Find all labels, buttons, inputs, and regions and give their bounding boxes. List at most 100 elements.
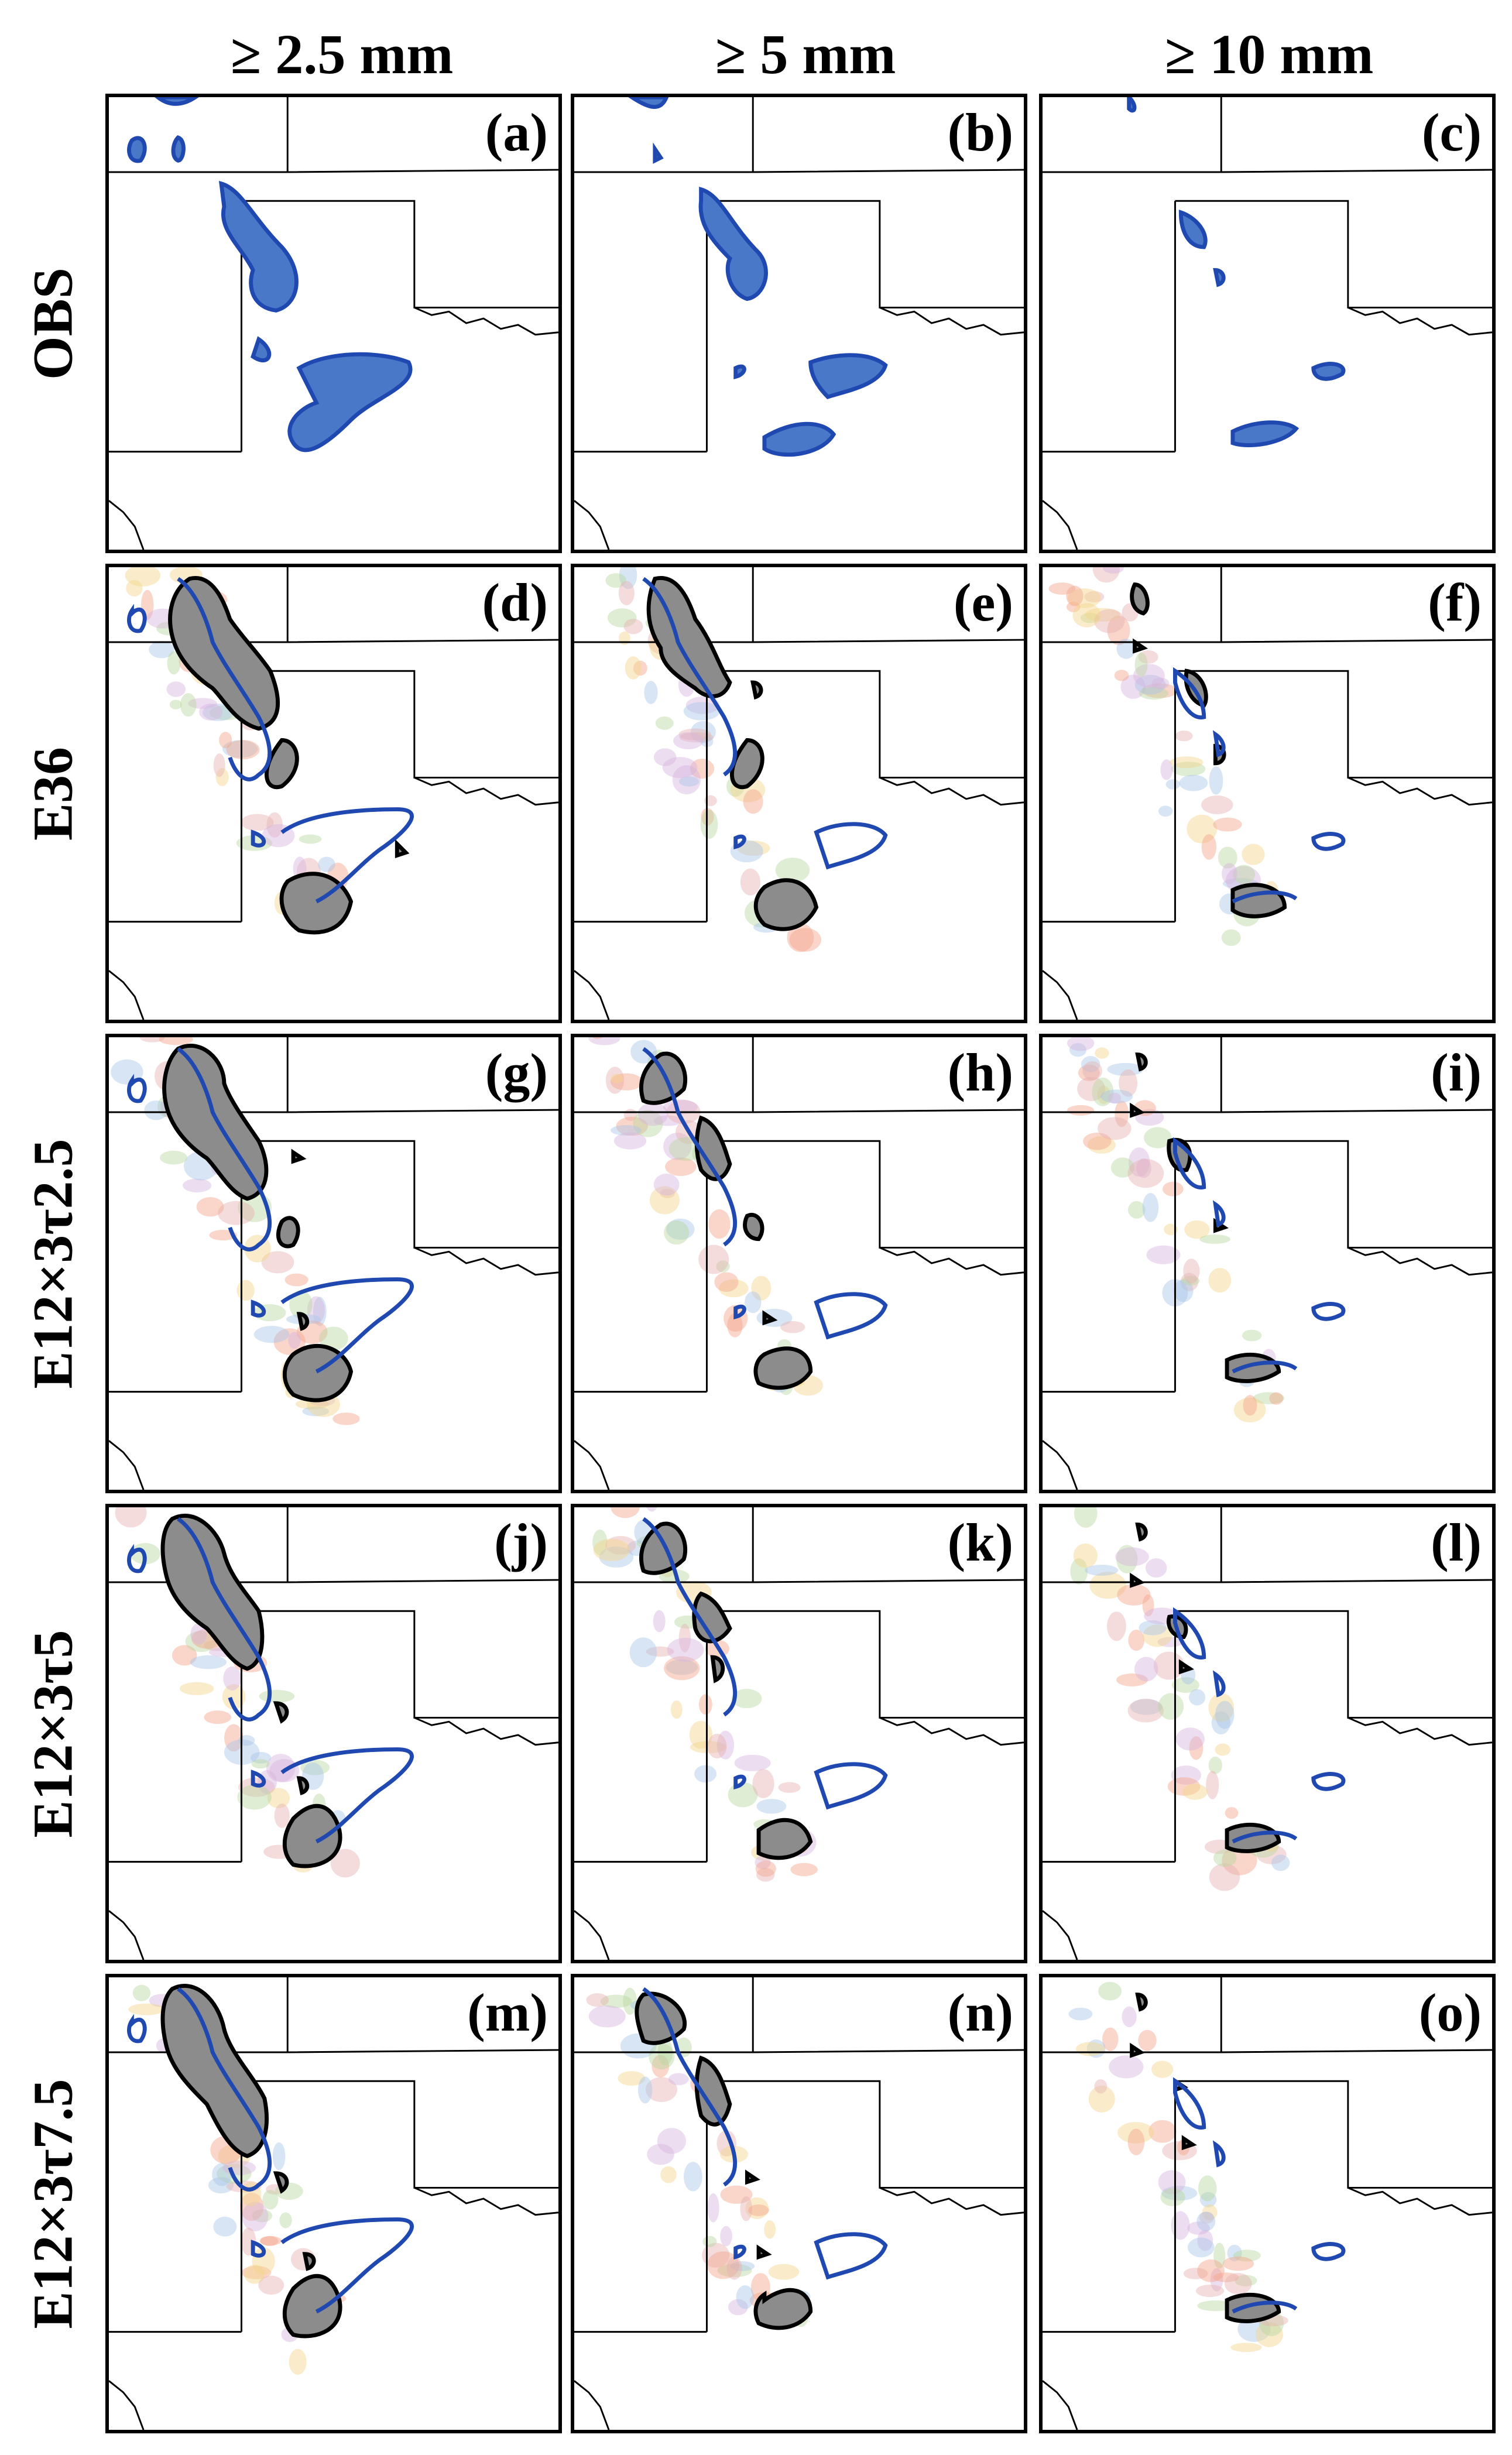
member-probability-spot bbox=[169, 700, 182, 709]
member-probability-spot bbox=[1084, 591, 1105, 603]
ensemble-precip-area bbox=[639, 1051, 688, 1105]
member-probability-spot bbox=[1115, 1100, 1129, 1127]
member-probability-spot bbox=[1233, 865, 1256, 884]
member-probability-spot bbox=[678, 1623, 691, 1652]
member-probability-spot bbox=[1142, 1594, 1154, 1617]
member-probability-spot bbox=[716, 1260, 730, 1273]
member-probability-spot bbox=[790, 1863, 818, 1877]
member-probability-spot bbox=[625, 656, 642, 680]
observed-precip-contour bbox=[1212, 1200, 1226, 1228]
member-probability-spot bbox=[1215, 1743, 1231, 1756]
member-probability-spot bbox=[1120, 674, 1146, 699]
member-probability-spot bbox=[678, 728, 711, 740]
state-border bbox=[707, 2080, 1024, 2189]
member-probability-spot bbox=[605, 573, 626, 588]
panel-label: (o) bbox=[1418, 1983, 1482, 2042]
observed-precip-contour bbox=[177, 577, 272, 781]
member-probability-spot bbox=[149, 640, 174, 659]
member-probability-spot bbox=[646, 1646, 674, 1657]
member-probability-spot bbox=[610, 1073, 643, 1091]
member-probability-spot bbox=[219, 732, 232, 749]
member-probability-spot bbox=[1122, 2006, 1137, 2028]
ensemble-precip-area bbox=[395, 839, 410, 859]
member-probability-spot bbox=[180, 693, 197, 717]
member-probability-spot bbox=[1098, 1117, 1132, 1140]
member-probability-spot bbox=[288, 1332, 301, 1349]
member-probability-spot bbox=[307, 1296, 325, 1324]
member-probability-spot bbox=[218, 1201, 255, 1225]
member-probability-spot bbox=[1201, 796, 1233, 814]
observed-precip-area bbox=[733, 364, 746, 380]
state-border bbox=[1043, 639, 1492, 643]
ensemble-precip-area bbox=[273, 2171, 289, 2194]
member-probability-spot bbox=[1161, 2186, 1198, 2201]
ensemble-precip-area bbox=[291, 1148, 307, 1164]
member-probability-spot bbox=[1269, 1392, 1284, 1405]
member-probability-spot bbox=[126, 580, 143, 597]
state-border bbox=[574, 169, 1024, 173]
observed-precip-contour bbox=[1311, 1302, 1346, 1321]
member-probability-spot bbox=[183, 1178, 212, 1193]
member-probability-spot bbox=[1199, 2192, 1217, 2207]
panel-label: (k) bbox=[947, 1513, 1013, 1572]
member-probability-spot bbox=[764, 2220, 776, 2239]
state-border bbox=[879, 777, 1024, 806]
member-probability-spot bbox=[144, 1100, 169, 1120]
panel-label: (f) bbox=[1428, 572, 1482, 632]
member-probability-spot bbox=[203, 703, 234, 721]
member-probability-spot bbox=[1222, 863, 1237, 884]
observed-precip-contour bbox=[1232, 1360, 1298, 1374]
member-probability-spot bbox=[1134, 674, 1166, 695]
observed-precip-contour bbox=[280, 2217, 414, 2314]
observed-precip-contour bbox=[1212, 730, 1226, 757]
member-probability-spot bbox=[755, 1855, 771, 1870]
member-probability-spot bbox=[1080, 612, 1100, 623]
member-probability-spot bbox=[702, 2243, 730, 2268]
member-probability-spot bbox=[330, 1849, 360, 1878]
member-probability-spot bbox=[1139, 1620, 1167, 1635]
state-border bbox=[241, 1610, 558, 1719]
state-border bbox=[707, 1610, 1024, 1719]
observed-precip-contour bbox=[733, 1304, 746, 1320]
state-border bbox=[414, 307, 558, 336]
member-probability-spot bbox=[1180, 1273, 1198, 1291]
state-border bbox=[574, 639, 1024, 643]
member-probability-spot bbox=[1128, 1147, 1150, 1177]
member-probability-spot bbox=[190, 1623, 207, 1645]
state-border bbox=[879, 1247, 1024, 1276]
member-probability-spot bbox=[745, 1291, 762, 1314]
ensemble-precip-area bbox=[1130, 1102, 1146, 1118]
ensemble-precip-area bbox=[168, 575, 280, 731]
member-probability-spot bbox=[752, 1769, 774, 1798]
member-probability-spot bbox=[1094, 2079, 1108, 2094]
member-probability-spot bbox=[1208, 1756, 1223, 1774]
member-probability-spot bbox=[1107, 615, 1130, 646]
member-probability-spot bbox=[1206, 1771, 1219, 1799]
member-probability-spot bbox=[717, 2264, 752, 2278]
map-panel-c: (c) bbox=[1039, 94, 1496, 553]
member-probability-spot bbox=[1201, 834, 1217, 860]
member-probability-spot bbox=[1097, 1085, 1110, 1105]
member-probability-spot bbox=[1170, 756, 1204, 769]
member-probability-spot bbox=[299, 834, 322, 844]
member-probability-spot bbox=[1211, 1711, 1230, 1734]
member-probability-spot bbox=[222, 2161, 256, 2175]
map-panel-k: (k) bbox=[571, 1504, 1027, 1963]
member-probability-spot bbox=[667, 1637, 704, 1662]
ensemble-precip-area bbox=[1178, 1659, 1194, 1675]
member-probability-spot bbox=[644, 681, 658, 704]
member-probability-spot bbox=[664, 1220, 690, 1245]
ensemble-precip-area bbox=[302, 2252, 316, 2271]
state-border bbox=[1043, 970, 1078, 1020]
member-probability-spot bbox=[1088, 2086, 1115, 2113]
ensemble-precip-area bbox=[1225, 1352, 1281, 1383]
observed-precip-contour bbox=[642, 577, 738, 777]
state-border bbox=[241, 670, 558, 779]
state-border bbox=[574, 500, 610, 550]
member-probability-spot bbox=[1183, 1259, 1200, 1284]
member-probability-spot bbox=[666, 1659, 698, 1675]
member-probability-spot bbox=[1115, 1547, 1149, 1566]
member-probability-spot bbox=[1116, 1673, 1148, 1686]
member-probability-spot bbox=[1153, 1651, 1185, 1680]
member-probability-spot bbox=[1067, 588, 1101, 608]
